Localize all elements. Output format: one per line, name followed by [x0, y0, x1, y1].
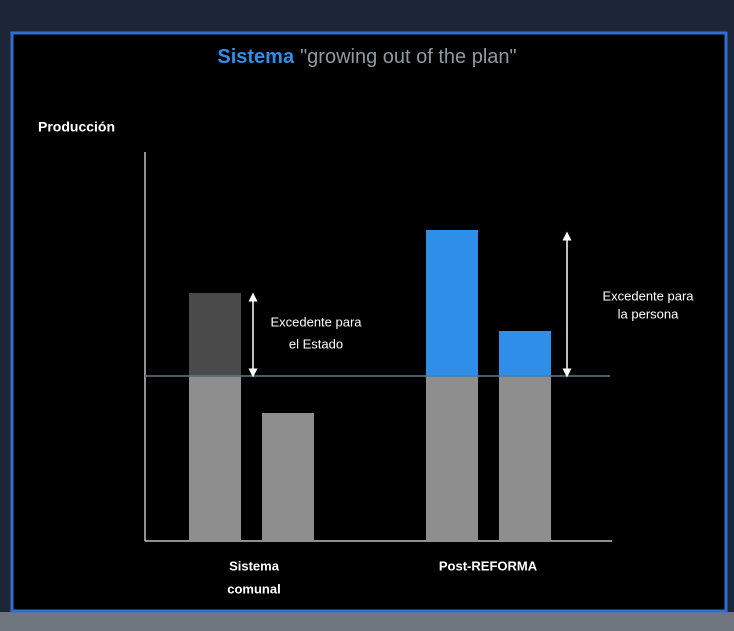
bar-surplus-person: [499, 331, 551, 377]
annotation-line: la persona: [618, 306, 679, 321]
annotation-line: el Estado: [289, 336, 343, 351]
title-emphasis: Sistema: [217, 46, 295, 68]
annotation-line: Excedente para: [270, 314, 362, 329]
bar-surplus-state: [189, 293, 241, 377]
category-label: comunal: [227, 581, 280, 596]
title: Sistema "growing out of the plan": [217, 46, 516, 68]
panel: [10, 31, 728, 613]
title-rest: "growing out of the plan": [300, 46, 517, 68]
annotation-line: Excedente para: [602, 288, 694, 303]
y-axis-label: Producción: [38, 119, 115, 135]
category-label: Post-REFORMA: [439, 558, 538, 573]
bar-base: [262, 413, 314, 541]
bar-surplus-person: [426, 230, 478, 377]
bar-base: [499, 377, 551, 541]
bar-base: [189, 377, 241, 541]
bar-base: [426, 377, 478, 541]
category-label: Sistema: [229, 558, 280, 573]
bottom-strip: [0, 612, 734, 631]
